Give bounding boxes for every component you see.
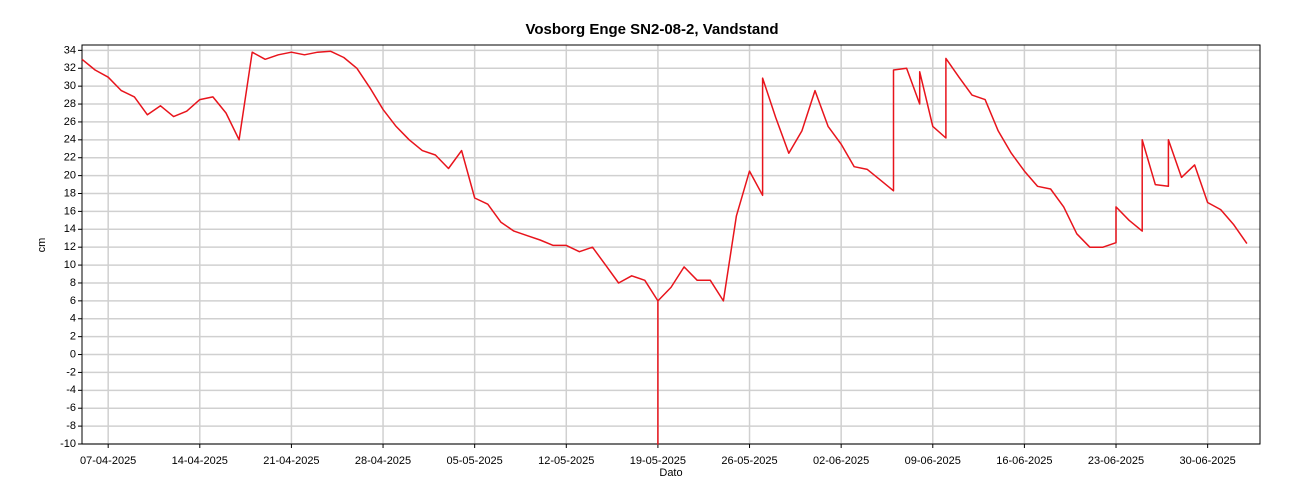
x-tick-label: 12-05-2025: [538, 455, 594, 467]
y-tick-label: 22: [64, 152, 76, 164]
y-tick-label: 26: [64, 116, 76, 128]
y-tick-label: 30: [64, 80, 76, 92]
y-tick-label: 20: [64, 170, 76, 182]
y-axis-label: cm: [36, 238, 48, 253]
y-tick-label: 18: [64, 187, 76, 199]
y-tick-label: 2: [70, 331, 76, 343]
x-tick-label: 21-04-2025: [263, 455, 319, 467]
y-tick-label: 12: [64, 241, 76, 253]
x-tick-label: 02-06-2025: [813, 455, 869, 467]
x-tick-label: 28-04-2025: [355, 455, 411, 467]
x-tick-label: 19-05-2025: [630, 455, 686, 467]
y-tick-label: -4: [66, 384, 76, 396]
x-tick-label: 05-05-2025: [447, 455, 503, 467]
y-tick-label: -6: [66, 402, 76, 414]
y-tick-label: 16: [64, 205, 76, 217]
y-tick-label: 10: [64, 259, 76, 271]
x-tick-label: 23-06-2025: [1088, 455, 1144, 467]
y-tick-label: 34: [64, 44, 76, 56]
x-tick-label: 09-06-2025: [905, 455, 961, 467]
y-tick-label: 32: [64, 62, 76, 74]
x-tick-label: 26-05-2025: [721, 455, 777, 467]
y-tick-label: 4: [70, 313, 76, 325]
x-tick-label: 16-06-2025: [996, 455, 1052, 467]
y-tick-label: 0: [70, 348, 76, 360]
y-tick-label: -10: [60, 438, 76, 450]
x-tick-label: 07-04-2025: [80, 455, 136, 467]
y-tick-label: 28: [64, 98, 76, 110]
y-tick-label: 6: [70, 295, 76, 307]
y-tick-label: 14: [64, 223, 76, 235]
plot-background: [82, 45, 1260, 444]
chart-title: Vosborg Enge SN2-08-2, Vandstand: [525, 21, 778, 38]
y-tick-label: -2: [66, 366, 76, 378]
plot-frame: [81, 44, 1261, 445]
y-tick-label: -8: [66, 420, 76, 432]
x-tick-label: 14-04-2025: [172, 455, 228, 467]
x-tick-label: 30-06-2025: [1180, 455, 1236, 467]
y-tick-label: 24: [64, 134, 76, 146]
data-line: [81, 50, 1248, 445]
x-axis-label: Dato: [659, 467, 682, 479]
y-tick-label: 8: [70, 277, 76, 289]
